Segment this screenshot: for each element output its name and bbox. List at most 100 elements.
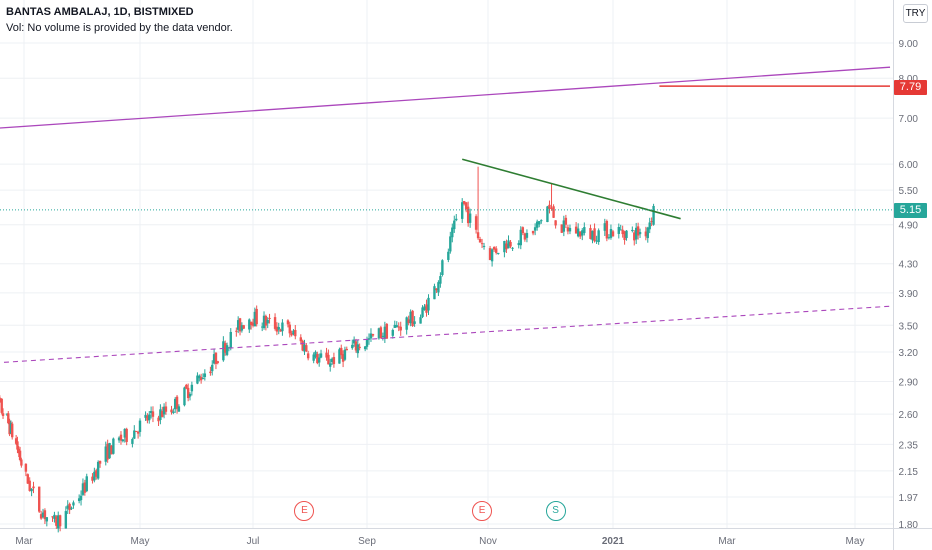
candle-body — [329, 363, 332, 367]
candle-body — [286, 320, 290, 325]
candle-body — [503, 240, 506, 253]
candle-body — [108, 443, 111, 459]
candle-body — [461, 202, 464, 219]
x-tick-label: Sep — [358, 536, 376, 547]
candle-body — [264, 315, 268, 326]
candle-body — [623, 231, 626, 241]
candle-body — [525, 232, 529, 238]
candle-body — [77, 498, 81, 501]
candle-body — [211, 364, 214, 372]
candle-body — [85, 476, 88, 492]
candle-body — [345, 348, 348, 351]
candle-body — [405, 317, 408, 330]
candle-body — [262, 315, 266, 329]
candle-body — [151, 411, 155, 417]
candle-body — [552, 206, 555, 218]
candle-body — [172, 411, 175, 413]
candle-body — [478, 238, 482, 243]
candle-body — [488, 248, 492, 260]
candle-body — [301, 340, 304, 351]
y-tick-label: 4.90 — [899, 221, 919, 232]
candle-body — [17, 448, 20, 454]
candle-body — [507, 240, 510, 249]
candle-body — [423, 306, 426, 311]
candle-body — [566, 227, 570, 232]
candle-body — [441, 260, 444, 276]
candle-body — [212, 354, 216, 364]
candle-body — [385, 323, 389, 339]
candle-body — [305, 345, 308, 352]
candle-body — [464, 202, 468, 210]
candle-body — [453, 220, 456, 230]
candle-body — [255, 308, 258, 325]
candle-body — [617, 227, 620, 234]
candle-body — [356, 344, 360, 354]
candle-body — [91, 476, 94, 481]
candle-body — [175, 396, 179, 409]
candle-body — [299, 337, 303, 342]
y-tick-label: 3.50 — [899, 321, 919, 332]
candle-body — [451, 227, 454, 238]
candle-body — [562, 220, 566, 232]
y-tick-label: 2.35 — [899, 440, 919, 451]
candle-body — [369, 333, 373, 339]
candle-body — [290, 333, 293, 336]
candle-body — [214, 352, 218, 364]
candle-body — [564, 217, 568, 225]
candle-body — [634, 227, 638, 240]
candle-body — [607, 237, 611, 239]
candle-body — [619, 229, 622, 231]
candle-body — [631, 229, 634, 231]
candle-body — [253, 311, 257, 327]
candle-body — [68, 503, 71, 511]
y-tick-label: 9.00 — [899, 39, 919, 50]
y-tick-label: 2.15 — [899, 467, 919, 478]
candle-body — [235, 330, 238, 332]
candle-body — [550, 207, 553, 209]
candle-body — [177, 406, 181, 412]
candle-body — [490, 249, 494, 262]
x-tick-label: May — [131, 536, 150, 547]
candle-body — [216, 361, 220, 363]
candle-body — [144, 414, 147, 418]
candle-body — [93, 471, 96, 481]
candle-body — [121, 439, 125, 442]
candle-body — [266, 319, 269, 324]
symbol-title[interactable]: BANTAS AMBALAJ, 1D, BISTMIXED — [6, 6, 194, 18]
candle-body — [597, 230, 600, 243]
candle-body — [476, 232, 480, 239]
candle-body — [625, 230, 628, 238]
y-tick-label: 7.00 — [899, 114, 919, 125]
candle-body — [358, 346, 361, 349]
candle-body — [51, 516, 54, 518]
last-price-tag: 5.15 — [894, 203, 927, 218]
candle-body — [64, 511, 68, 529]
candle-body — [648, 222, 651, 230]
candle-body — [393, 324, 396, 328]
candle-body — [273, 317, 277, 329]
candle-body — [332, 357, 336, 365]
candle-body — [367, 338, 371, 340]
candle-body — [306, 353, 310, 359]
earnings-event-marker[interactable]: E — [294, 501, 315, 521]
candle-body — [468, 213, 472, 223]
candle-body — [474, 216, 478, 230]
candle-body — [425, 304, 428, 313]
earnings-event-marker[interactable]: E — [472, 501, 493, 521]
candle-body — [371, 334, 375, 336]
candle-body — [159, 409, 162, 420]
candle-body — [427, 297, 430, 311]
candle-body — [595, 240, 598, 242]
candle-body — [449, 236, 452, 252]
candle-body — [70, 507, 73, 509]
candle-body — [173, 398, 177, 410]
candle-body — [421, 307, 424, 317]
currency-button[interactable]: TRY — [903, 4, 928, 23]
candle-body — [81, 483, 85, 495]
candle-body — [511, 247, 514, 249]
candle-body — [325, 352, 328, 358]
split-event-marker[interactable]: S — [545, 501, 566, 521]
candle-body — [303, 344, 306, 352]
candle-body — [519, 229, 522, 246]
